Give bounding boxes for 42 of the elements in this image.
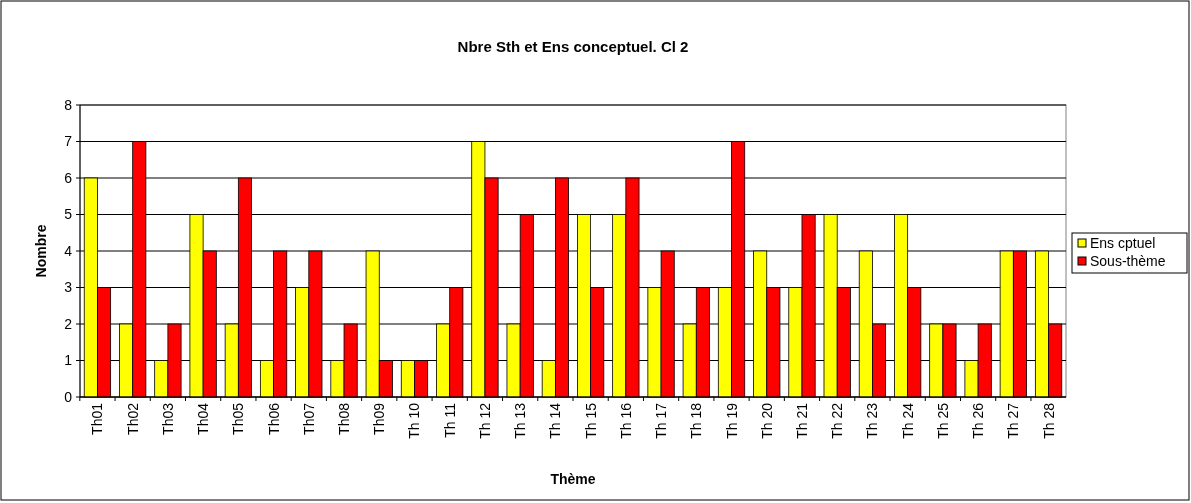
legend-label: Ens cptuel — [1090, 234, 1156, 251]
x-tick-label: Th 11 — [441, 402, 458, 438]
x-tick-label: Th 17 — [653, 402, 670, 439]
x-tick-label: Th08 — [336, 402, 353, 435]
legend-label: Sous-thème — [1090, 252, 1166, 269]
y-tick-label: 3 — [64, 279, 73, 296]
x-tick-label: Th 15 — [582, 402, 599, 439]
x-tick-label: Th 14 — [547, 402, 564, 439]
x-tick-label: Th 13 — [512, 402, 529, 439]
x-tick-label: Th 12 — [476, 402, 493, 439]
y-tick-label: 7 — [64, 133, 73, 150]
x-tick-label: Th05 — [230, 402, 247, 435]
y-axis-title: Nombre — [33, 224, 49, 278]
x-tick-label: Th 23 — [864, 402, 881, 439]
y-tick-label: 6 — [64, 169, 73, 186]
y-tick-label: 5 — [64, 206, 73, 223]
x-tick-label: Th 19 — [723, 402, 740, 439]
x-tick-label: Th 21 — [793, 402, 810, 439]
x-tick-label: Th 28 — [1040, 402, 1057, 439]
x-tick-label: Th09 — [371, 402, 388, 435]
x-tick-label: Th01 — [89, 402, 106, 435]
x-tick-label: Th06 — [265, 402, 282, 435]
x-tick-label: Th 16 — [617, 402, 634, 439]
x-tick-label: Th 24 — [899, 402, 916, 439]
y-tick-label: 4 — [64, 242, 73, 259]
y-tick-label: 8 — [64, 96, 73, 113]
x-axis-title: Thème — [550, 471, 596, 487]
x-tick-label: Th07 — [300, 402, 317, 435]
x-tick-label: Th 10 — [406, 402, 423, 439]
x-tick-label: Th 27 — [1005, 402, 1022, 439]
y-tick-label: 0 — [64, 388, 73, 405]
y-tick-label: 1 — [64, 352, 73, 369]
x-tick-label: Th02 — [124, 402, 141, 435]
x-tick-label: Th 18 — [688, 402, 705, 439]
x-tick-label: Th 25 — [934, 402, 951, 439]
x-tick-label: Th04 — [195, 402, 212, 435]
x-tick-label: Th 20 — [758, 402, 775, 439]
x-tick-label: Th 26 — [970, 402, 987, 439]
y-tick-label: 2 — [64, 315, 73, 332]
x-tick-label: Th 22 — [829, 402, 846, 439]
chart-title: Nbre Sth et Ens conceptuel. Cl 2 — [457, 38, 689, 55]
x-tick-label: Th03 — [159, 402, 176, 435]
